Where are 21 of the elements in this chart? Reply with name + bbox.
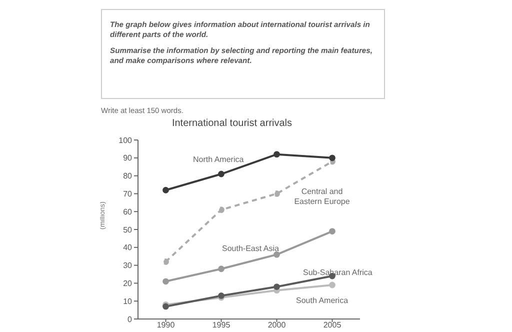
y-tick-label: 100 <box>118 136 133 145</box>
y-tick-label: 30 <box>123 261 133 270</box>
series-label: South America <box>296 296 349 305</box>
y-tick-label: 20 <box>123 279 133 288</box>
x-tick-label: 2005 <box>323 320 342 330</box>
series-label: Sub-Saharan Africa <box>303 268 373 277</box>
y-tick-label: 0 <box>128 314 133 324</box>
series-label: South-East Asia <box>222 244 280 253</box>
y-tick-label: 60 <box>123 207 133 216</box>
y-tick-label: 10 <box>123 296 133 306</box>
y-tick-label: 50 <box>123 225 133 234</box>
x-tick-label: 1995 <box>212 320 231 330</box>
y-tick-label: 70 <box>123 190 133 199</box>
chart-title: International tourist arrivals <box>172 118 292 129</box>
y-tick-label: 40 <box>123 243 133 252</box>
series-label: North America <box>193 155 244 164</box>
x-tick-label: 1990 <box>156 320 176 330</box>
y-tick-label: 80 <box>123 172 133 181</box>
series-label: Central and Eastern Europe <box>294 187 350 206</box>
y-tick-label: 90 <box>123 154 133 163</box>
x-tick-label: 2000 <box>268 320 286 330</box>
